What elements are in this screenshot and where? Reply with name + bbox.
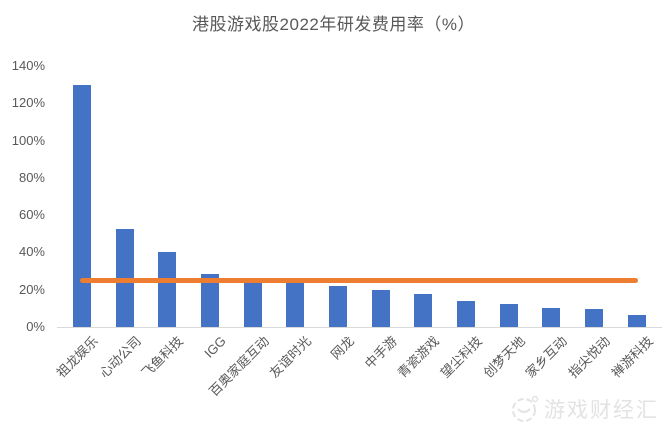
xtick-label-创梦天地: 创梦天地 bbox=[480, 333, 528, 381]
bar-中手游 bbox=[371, 290, 390, 327]
x-axis-line bbox=[57, 327, 662, 328]
xtick-label-祖龙娱乐: 祖龙娱乐 bbox=[53, 333, 101, 381]
bar-青瓷游戏 bbox=[414, 294, 433, 327]
bar-友谊时光 bbox=[286, 283, 305, 327]
ytick-label: 120% bbox=[11, 95, 45, 111]
xtick-label-IGG: IGG bbox=[201, 333, 229, 361]
watermark-text: 游戏财经汇 bbox=[544, 399, 659, 422]
bar-禅游科技 bbox=[627, 314, 646, 327]
ytick-label: 0% bbox=[26, 319, 45, 334]
xtick-label-中手游: 中手游 bbox=[361, 333, 400, 372]
bar-祖龙娱乐 bbox=[73, 85, 91, 327]
reference-line bbox=[80, 278, 638, 284]
watermark: 游戏财经汇 bbox=[510, 394, 659, 424]
game-logo-icon bbox=[512, 395, 539, 422]
ytick-label: 40% bbox=[18, 244, 45, 260]
bar-网龙 bbox=[328, 285, 347, 327]
xtick-label-禅游科技: 禅游科技 bbox=[608, 333, 656, 381]
xtick-label-望尘科技: 望尘科技 bbox=[437, 333, 485, 381]
bar-家乡互动 bbox=[542, 307, 561, 327]
bar-指尖悦动 bbox=[584, 309, 603, 327]
ytick-label: 20% bbox=[18, 281, 45, 297]
ytick-label: 80% bbox=[18, 169, 45, 185]
xtick-label-青瓷游戏: 青瓷游戏 bbox=[394, 333, 443, 381]
bar-创梦天地 bbox=[499, 304, 518, 327]
xtick-label-心动公司: 心动公司 bbox=[96, 333, 144, 381]
chart-title: 港股游戏股2022年研发费用率（%） bbox=[192, 15, 475, 34]
bar-IGG bbox=[200, 273, 219, 327]
xtick-label-网龙: 网龙 bbox=[327, 333, 357, 363]
bar-百奥家庭互动 bbox=[243, 282, 262, 327]
bar-飞鱼科技 bbox=[158, 252, 177, 327]
bar-望尘科技 bbox=[456, 301, 475, 327]
xtick-label-飞鱼科技: 飞鱼科技 bbox=[138, 333, 187, 381]
ytick-label: 100% bbox=[11, 132, 45, 148]
ytick-label: 140% bbox=[11, 58, 45, 73]
ytick-label: 60% bbox=[18, 207, 45, 223]
xtick-label-友谊时光: 友谊时光 bbox=[266, 333, 315, 381]
xtick-label-家乡互动: 家乡互动 bbox=[522, 333, 571, 381]
xtick-label-指尖悦动: 指尖悦动 bbox=[565, 333, 613, 381]
